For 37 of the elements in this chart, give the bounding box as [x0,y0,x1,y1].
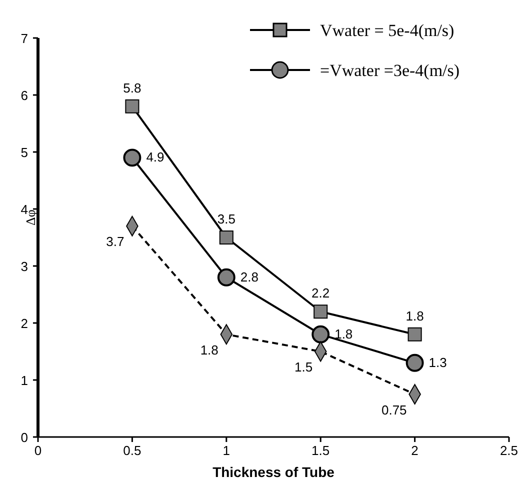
y-tick-label: 6 [20,88,28,103]
x-tick-label: 0 [34,443,42,458]
data-label: 3.7 [106,234,124,250]
data-label: 1.8 [406,308,424,324]
point [406,354,424,372]
y-tick-label: 5 [20,145,28,160]
y-tick-label: 1 [20,373,28,388]
data-label: 1.8 [200,342,218,358]
data-label: 3.5 [217,212,236,226]
x-tick-label: 1.5 [312,443,330,458]
data-label: 2.2 [312,286,330,301]
data-label: 5.8 [123,80,142,96]
data-label: 1.3 [428,354,447,370]
data-label: 1.5 [294,360,313,374]
data-label: 0.75 [381,402,407,418]
point [312,325,330,344]
point [123,148,142,167]
y-tick-label: 2 [20,316,28,331]
point [217,268,236,286]
y-tick-label: 7 [20,31,28,46]
y-tick-label: 0 [20,430,28,445]
x-tick-label: 0.5 [123,443,142,458]
x-tick-label: 2 [411,443,418,458]
legend-label: =Vwater =3e-4(m/s) [320,61,460,80]
data-label: 2.8 [240,269,258,284]
x-tick-label: 1 [222,443,230,458]
point [219,230,234,245]
x-tick-label: 2.5 [500,443,518,458]
point [314,304,328,319]
legend-label: Vwater = 5e-4(m/s) [320,21,454,40]
x-axis-title: Thickness of Tube [212,464,335,480]
data-label: 4.9 [146,150,164,165]
point [408,327,422,342]
point [125,99,140,114]
y-tick-label: 4 [20,202,28,217]
data-label: 1.8 [334,326,353,342]
y-tick-label: 3 [20,259,28,274]
